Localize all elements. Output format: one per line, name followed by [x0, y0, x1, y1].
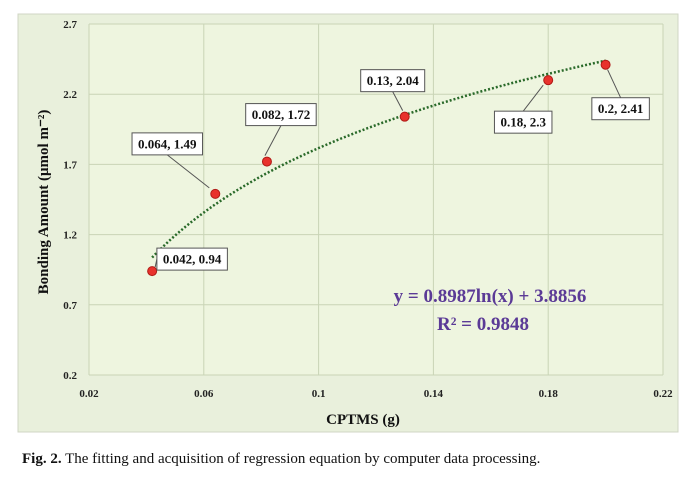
data-label-box — [493, 110, 553, 134]
x-tick-label: 0.14 — [424, 388, 444, 400]
data-label-text: 0.13, 2.04 — [367, 73, 420, 88]
data-label: 0.2, 2.41 — [591, 69, 650, 121]
data-points — [147, 59, 611, 277]
data-point — [399, 111, 410, 122]
y-axis-title: Bonding Amount (μmol m⁻²) — [36, 110, 52, 295]
data-label-text: 0.064, 1.49 — [138, 136, 197, 151]
data-label-box — [245, 103, 317, 127]
data-label-box — [591, 97, 650, 121]
data-label-leader — [607, 69, 622, 98]
data-point — [147, 266, 158, 277]
y-tick-label: 1.2 — [63, 230, 77, 242]
caption-label: Fig. 2. — [22, 451, 62, 467]
x-axis-title: CPTMS (g) — [326, 412, 400, 428]
data-point — [210, 188, 221, 199]
data-label-text: 0.042, 0.94 — [163, 252, 222, 267]
y-tick-label: 0.7 — [63, 300, 77, 312]
x-tick-label: 0.18 — [539, 388, 559, 400]
data-label-leader — [166, 154, 210, 189]
x-tick-label: 0.22 — [653, 388, 673, 400]
y-tick-label: 1.7 — [63, 159, 77, 171]
data-label: 0.082, 1.72 — [245, 103, 317, 156]
data-label-box — [156, 247, 228, 271]
y-tick-label: 2.7 — [63, 19, 77, 31]
data-label-leader — [392, 91, 404, 111]
grid — [88, 23, 664, 376]
x-tick-label: 0.02 — [79, 388, 99, 400]
data-labels: 0.042, 0.94 0.064, 1.49 0.082, 1.72 0.13, 2… — [131, 69, 650, 271]
y-tick-label: 0.2 — [63, 370, 77, 382]
x-tick-label: 0.06 — [194, 388, 214, 400]
data-label: 0.042, 0.94 — [154, 247, 228, 271]
data-point — [600, 59, 611, 70]
data-label-leader — [522, 84, 544, 112]
data-point — [261, 156, 272, 167]
data-label: 0.13, 2.04 — [360, 69, 426, 111]
r-squared: R² = 0.9848 — [437, 314, 529, 335]
caption-text: The fitting and acquisition of regressio… — [61, 451, 541, 467]
data-label-text: 0.082, 1.72 — [252, 107, 311, 122]
data-label-box — [131, 132, 204, 156]
figure-caption: Fig. 2. The fitting and acquisition of r… — [22, 451, 682, 468]
data-label-text: 0.2, 2.41 — [598, 101, 644, 116]
data-label-leader — [264, 125, 282, 156]
data-label: 0.18, 2.3 — [493, 84, 553, 134]
data-label: 0.064, 1.49 — [131, 132, 210, 189]
x-tick-labels: 0.02 0.06 0.1 0.14 0.18 0.22 — [79, 388, 673, 400]
y-tick-label: 2.2 — [63, 89, 77, 101]
y-tick-labels: 0.2 0.7 1.2 1.7 2.2 2.7 — [63, 19, 77, 382]
trendline-equation: y = 0.8987ln(x) + 3.8856 — [394, 286, 587, 307]
trendline — [151, 59, 606, 259]
data-label-box — [360, 69, 426, 93]
x-tick-label: 0.1 — [312, 388, 326, 400]
data-label-text: 0.18, 2.3 — [500, 115, 546, 130]
data-point — [543, 75, 554, 86]
